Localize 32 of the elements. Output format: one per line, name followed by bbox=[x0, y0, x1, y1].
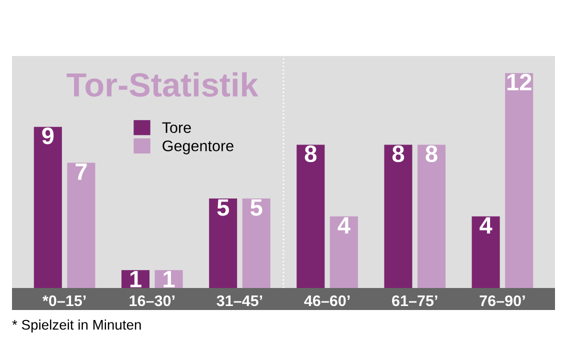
data-label: 5 bbox=[250, 199, 262, 216]
bar bbox=[242, 198, 270, 288]
bar bbox=[209, 198, 238, 288]
bar bbox=[472, 216, 500, 288]
data-label: 4 bbox=[338, 217, 350, 234]
x-tick-label: 16–30’ bbox=[130, 295, 174, 306]
bar bbox=[384, 144, 412, 288]
data-label: 1 bbox=[130, 270, 142, 288]
x-tick-label: 31–45’ bbox=[216, 295, 262, 306]
data-label: 8 bbox=[426, 145, 438, 162]
bar bbox=[505, 73, 534, 288]
data-label: 4 bbox=[480, 217, 492, 234]
data-label: 12 bbox=[507, 74, 532, 90]
bar bbox=[330, 216, 358, 288]
data-label: 1 bbox=[164, 270, 175, 288]
legend-label: Gegentore bbox=[162, 140, 234, 154]
x-tick-label: 76–90’ bbox=[480, 295, 525, 306]
data-label: 9 bbox=[42, 128, 54, 144]
data-label: 5 bbox=[217, 199, 229, 216]
bar bbox=[296, 144, 325, 288]
data-label: 8 bbox=[304, 145, 316, 162]
x-tick-label: 61–75’ bbox=[392, 295, 438, 306]
x-tick-label: 46–60’ bbox=[304, 295, 350, 306]
bar bbox=[34, 126, 62, 288]
data-label: 8 bbox=[392, 145, 404, 162]
x-tick-label: *0–15’ bbox=[42, 295, 86, 306]
text: * Spielzeit in Minuten bbox=[12, 320, 141, 332]
legend-label: Tore bbox=[162, 122, 191, 134]
bar bbox=[418, 144, 446, 288]
chart-title: Tor-Statistik bbox=[66, 72, 258, 97]
bar bbox=[67, 162, 96, 288]
data-label: 7 bbox=[76, 164, 87, 180]
